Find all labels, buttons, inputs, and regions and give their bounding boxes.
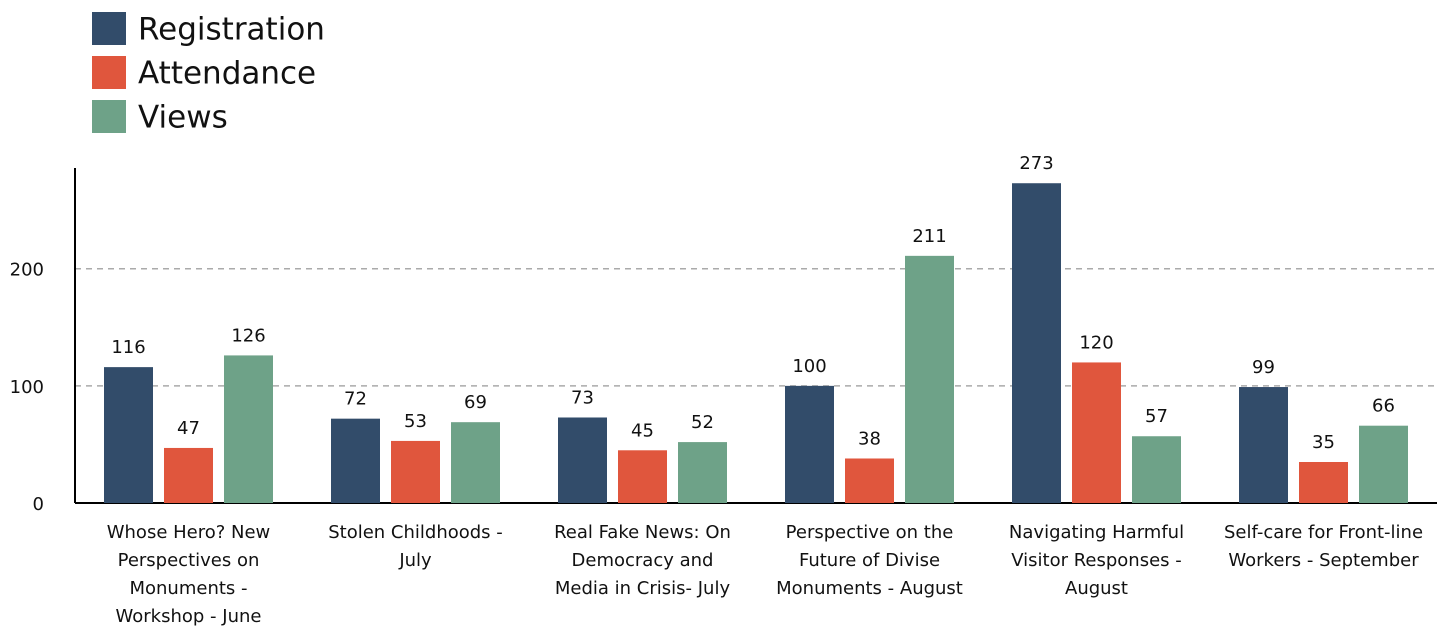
bar [558, 417, 607, 503]
data-label: 72 [344, 389, 367, 410]
data-label: 57 [1145, 406, 1168, 427]
data-label: 211 [912, 226, 946, 247]
bar [678, 442, 727, 503]
y-tick-label: 0 [33, 494, 44, 515]
bar [1012, 183, 1061, 503]
data-label: 126 [231, 325, 265, 346]
x-tick-label: Perspective on the Future of Divise Monu… [776, 522, 963, 599]
data-label: 35 [1312, 432, 1335, 453]
legend-label: Attendance [138, 56, 316, 92]
bar [331, 418, 380, 503]
x-tick-label: Whose Hero? New Perspectives on Monument… [106, 522, 271, 627]
bar [785, 385, 834, 503]
bar [104, 367, 153, 503]
x-tick-label: Navigating Harmful Visitor Responses - A… [1008, 522, 1185, 599]
bar [164, 447, 213, 503]
x-tick-label: Self-care for Front-line Workers - Septe… [1223, 522, 1424, 571]
bar [1132, 436, 1181, 503]
bar [391, 440, 440, 503]
bar [845, 458, 894, 503]
data-label: 47 [177, 418, 200, 439]
bar [1072, 362, 1121, 503]
data-label: 53 [404, 411, 427, 432]
x-tick-label: Stolen Childhoods - July [328, 522, 503, 571]
data-label: 273 [1019, 153, 1053, 174]
bar [224, 355, 273, 503]
bar [1239, 387, 1288, 503]
data-label: 38 [858, 428, 881, 449]
bar [1299, 462, 1348, 503]
data-label: 99 [1252, 357, 1275, 378]
data-label: 66 [1372, 396, 1395, 417]
data-label: 52 [691, 412, 714, 433]
data-label: 45 [631, 420, 654, 441]
legend-swatch [92, 12, 126, 45]
x-tick-label: Real Fake News: On Democracy and Media i… [554, 522, 731, 599]
legend-label: Views [138, 100, 228, 136]
legend-swatch [92, 100, 126, 133]
y-tick-label: 100 [10, 377, 44, 398]
bar [451, 422, 500, 503]
data-label: 69 [464, 392, 487, 413]
data-label: 116 [111, 337, 145, 358]
legend-label: Registration [138, 12, 325, 48]
data-label: 120 [1079, 332, 1113, 353]
data-label: 73 [571, 387, 594, 408]
bar [905, 255, 954, 503]
legend-swatch [92, 56, 126, 89]
y-tick-label: 200 [10, 260, 44, 281]
data-label: 100 [792, 356, 826, 377]
bar [1359, 425, 1408, 503]
bar [618, 450, 667, 503]
